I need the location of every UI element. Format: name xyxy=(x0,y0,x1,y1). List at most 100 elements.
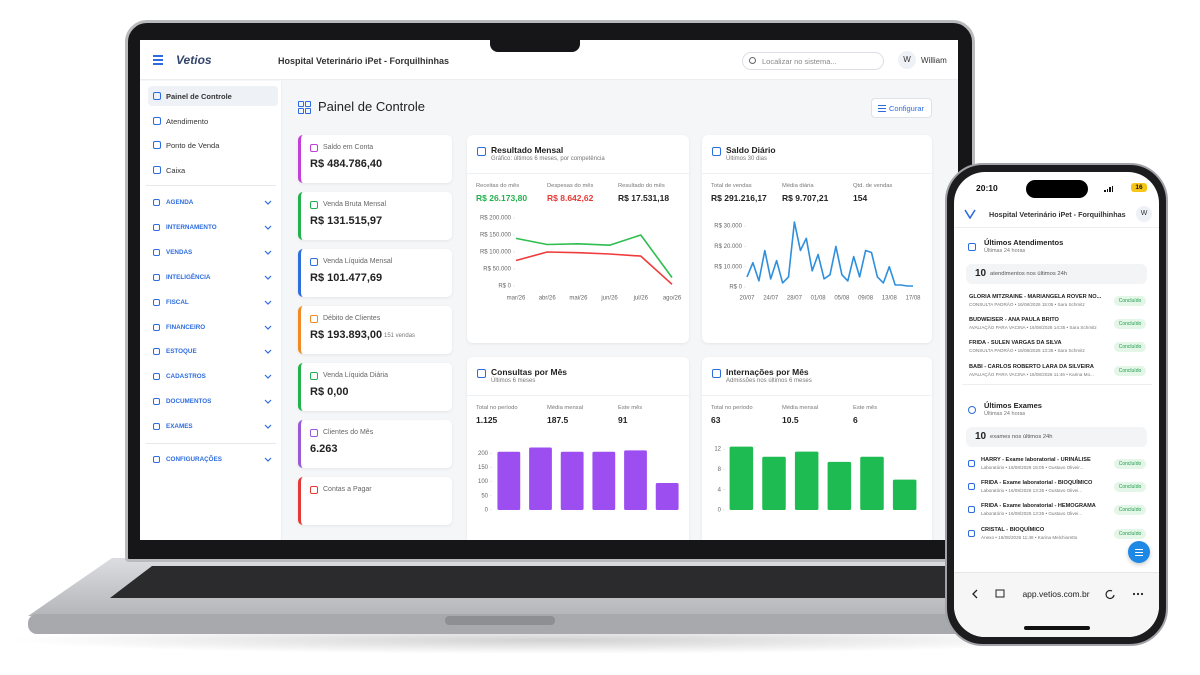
icon xyxy=(153,273,160,281)
nav-item[interactable]: Caixa xyxy=(148,160,278,180)
kpi-label: Contas a Pagar xyxy=(323,486,372,493)
phone: 20:10 16 Hospital Veterinário iPet - Forqu… xyxy=(945,163,1168,646)
chevron xyxy=(264,349,272,355)
nav-section[interactable]: DOCUMENTOS xyxy=(148,394,278,410)
y-tick-label: 4 xyxy=(718,487,722,493)
kpi-value: 6.263 xyxy=(310,443,338,455)
chevron xyxy=(264,424,272,430)
nav-section[interactable]: AGENDA xyxy=(148,195,278,211)
list-item[interactable]: GLORIA MITZRAINE - MARIANGELA ROVER NO..… xyxy=(954,293,1159,313)
chevron-icon xyxy=(264,374,272,380)
chart-card: Consultas por Mês Últimos 6 meses Total no… xyxy=(467,357,689,540)
icon xyxy=(477,147,486,156)
nav-section[interactable]: INTELIGÊNCIA xyxy=(148,270,278,286)
stat-label: Despesas do mês xyxy=(547,183,594,189)
bar xyxy=(529,447,552,510)
chevron xyxy=(264,325,272,331)
stat-label: Total de vendas xyxy=(711,183,752,189)
item-title: GLORIA MITZRAINE - MARIANGELA ROVER NO..… xyxy=(969,294,1102,300)
icon xyxy=(310,144,318,152)
url[interactable]: app.vetios.com.br xyxy=(1022,589,1090,599)
item-title: CRISTAL - BIOQUÍMICO xyxy=(981,526,1045,533)
chevron-line xyxy=(264,250,272,255)
y-tick-label: R$ 0 xyxy=(729,285,742,291)
divider xyxy=(146,443,276,444)
count: 10 xyxy=(975,268,987,279)
nav-section-label: VENDAS xyxy=(166,248,193,256)
section-title: Últimos Atendimentos xyxy=(984,238,1064,247)
chevron-line xyxy=(264,374,272,380)
battery: 16 xyxy=(1131,183,1147,192)
stat-label: Média diária xyxy=(782,183,814,189)
nav-section[interactable]: CONFIGURAÇÕES xyxy=(148,452,278,468)
x-tick-label: mai/26 xyxy=(569,296,588,302)
x-tick-label: 28/07 xyxy=(787,296,803,302)
nav-section[interactable]: INTERNAMENTO xyxy=(148,220,278,236)
phone-screen: 20:10 16 Hospital Veterinário iPet - Forqu… xyxy=(954,172,1159,637)
kpi-card: Venda Líquida Diária R$ 0,00 xyxy=(298,363,452,411)
x-tick-label: mar/26 xyxy=(507,296,526,302)
item-title: BUDWEISER - ANA PAULA BRITO xyxy=(969,317,1059,324)
list-item[interactable]: BABI - CARLOS ROBERTO LARA DA SILVEIRA AV… xyxy=(954,363,1159,383)
chart: 0 50 100 150 200 xyxy=(478,447,679,514)
item-title: FRIDA - SULEN VARGAS DA SILVA xyxy=(969,340,1062,347)
item-meta: Anexo • 16/08/2026 11:46 • Karina Melchi… xyxy=(981,534,1078,540)
nav-section-label: CONFIGURAÇÕES xyxy=(166,456,222,463)
icon xyxy=(310,315,318,323)
bar xyxy=(624,450,647,510)
bar xyxy=(497,451,521,510)
y-tick-label: R$ 0 xyxy=(498,284,511,290)
menu-button[interactable] xyxy=(1128,541,1150,563)
chart: R$ 0 R$ 50.000 R$ 100.000 R$ 150.000 R$ 200.… xyxy=(480,216,682,302)
chevron-line xyxy=(264,225,272,230)
list-item[interactable]: FRIDA - SULEN VARGAS DA SILVA CONSULTA PA… xyxy=(954,339,1159,359)
nav-section[interactable]: CADASTROS xyxy=(148,369,278,385)
section-title: Últimos Exames xyxy=(984,401,1042,410)
kpi-card: Clientes do Mês 6.263 xyxy=(298,420,452,468)
more-dot xyxy=(1140,592,1144,596)
item-title: FRIDA - Exame laboratorial - HEMOGRAMA xyxy=(981,503,1096,510)
icon xyxy=(153,323,160,331)
y-tick-label: 0 xyxy=(718,508,722,514)
icon xyxy=(749,57,756,64)
icon xyxy=(968,483,975,491)
list-item[interactable]: HARRY - Exame laboratorial - URINÁLISE La… xyxy=(954,456,1159,476)
avatar[interactable]: W xyxy=(1136,206,1152,222)
chart-subtitle: Últimos 6 meses xyxy=(491,378,536,384)
chevron-icon xyxy=(264,325,272,330)
icon xyxy=(310,258,318,266)
menu-icon xyxy=(153,59,163,61)
chevron-line xyxy=(264,399,272,405)
nav-section[interactable]: ESTOQUE xyxy=(148,344,278,360)
list-item[interactable]: CRISTAL - BIOQUÍMICO Anexo • 16/08/2026 1… xyxy=(954,526,1159,546)
nav-section[interactable]: FISCAL xyxy=(148,295,278,311)
nav-section[interactable]: EXAMES xyxy=(148,419,278,435)
nav-item[interactable]: Atendimento xyxy=(148,111,278,131)
list-item[interactable]: BUDWEISER - ANA PAULA BRITO AVALIAÇÃO PAR… xyxy=(954,316,1159,336)
y-tick-label: R$ 100.000 xyxy=(480,250,512,256)
nav-item[interactable]: Ponto de Venda xyxy=(148,135,278,155)
chevron-icon xyxy=(264,275,272,280)
count: 10 xyxy=(975,431,987,442)
nav-section[interactable]: FINANCEIRO xyxy=(148,320,278,336)
user-name[interactable]: William xyxy=(921,56,947,65)
x-tick-label: 24/07 xyxy=(763,296,779,302)
list-item[interactable]: FRIDA - Exame laboratorial - BIOQUÍMICO L… xyxy=(954,479,1159,499)
signal-bar xyxy=(1111,185,1114,192)
search-box[interactable]: Localizar no sistema... xyxy=(742,52,884,70)
item-title: BABI - CARLOS ROBERTO LARA DA SILVEIRA xyxy=(969,363,1094,370)
nav-item[interactable]: Painel de Controle xyxy=(148,86,278,106)
stat-value: 63 xyxy=(711,415,721,425)
chart-card: Resultado Mensal Gráfico: últimos 6 meses… xyxy=(467,135,689,343)
nav-section[interactable]: VENDAS xyxy=(148,245,278,261)
chart: 0 4 8 12 xyxy=(714,446,917,514)
chart-subtitle: Gráfico: últimos 6 meses, por competênci… xyxy=(491,156,605,162)
nav-section-label: AGENDA xyxy=(166,199,194,206)
page-title: Painel de Controle xyxy=(318,99,425,114)
list-item[interactable]: FRIDA - Exame laboratorial - HEMOGRAMA La… xyxy=(954,502,1159,522)
chart-subtitle: Últimos 30 dias xyxy=(726,156,768,162)
avatar[interactable]: W xyxy=(898,51,916,69)
configure-button[interactable]: Configurar xyxy=(871,98,932,118)
nav-section-label: ESTOQUE xyxy=(166,348,197,356)
icon xyxy=(968,460,975,467)
